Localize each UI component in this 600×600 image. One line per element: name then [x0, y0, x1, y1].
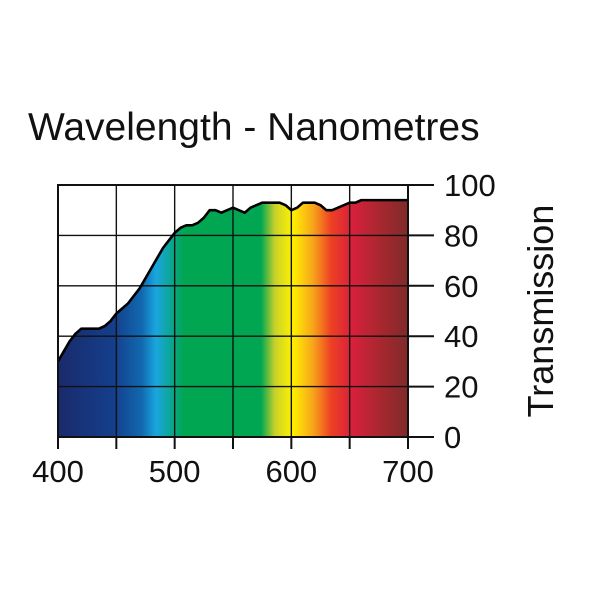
grid-layer — [56, 185, 408, 437]
y-tick-label: 20 — [444, 370, 478, 405]
y-tick-label: 100 — [444, 168, 496, 203]
x-tick-label: 400 — [32, 454, 84, 489]
x-tick-label: 700 — [382, 454, 434, 489]
y-tick-label: 60 — [444, 269, 478, 304]
y-tick-label: 40 — [444, 319, 478, 354]
x-tick-labels: 400 500 600 700 — [32, 454, 434, 489]
chart-title: Wavelength - Nanometres — [28, 106, 480, 149]
x-tick-label: 600 — [265, 454, 317, 489]
x-tick-label: 500 — [149, 454, 201, 489]
y-tick-label: 80 — [444, 218, 478, 253]
y-axis-label: Transmission — [520, 205, 561, 418]
y-tick-label: 0 — [444, 420, 461, 455]
y-tick-labels: 0 20 40 60 80 100 — [444, 168, 496, 455]
transmission-curve — [56, 198, 408, 363]
axis-layer — [57, 184, 434, 449]
